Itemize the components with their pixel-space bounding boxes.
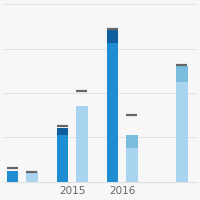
Bar [126, 148, 138, 182]
Bar [76, 106, 88, 182]
Bar [126, 135, 138, 148]
Bar [107, 30, 118, 43]
Bar [176, 66, 188, 82]
Bar [176, 82, 188, 182]
Bar [26, 171, 38, 182]
Bar [57, 135, 68, 182]
Bar [57, 128, 68, 135]
Bar [107, 43, 118, 182]
Bar [7, 171, 18, 182]
